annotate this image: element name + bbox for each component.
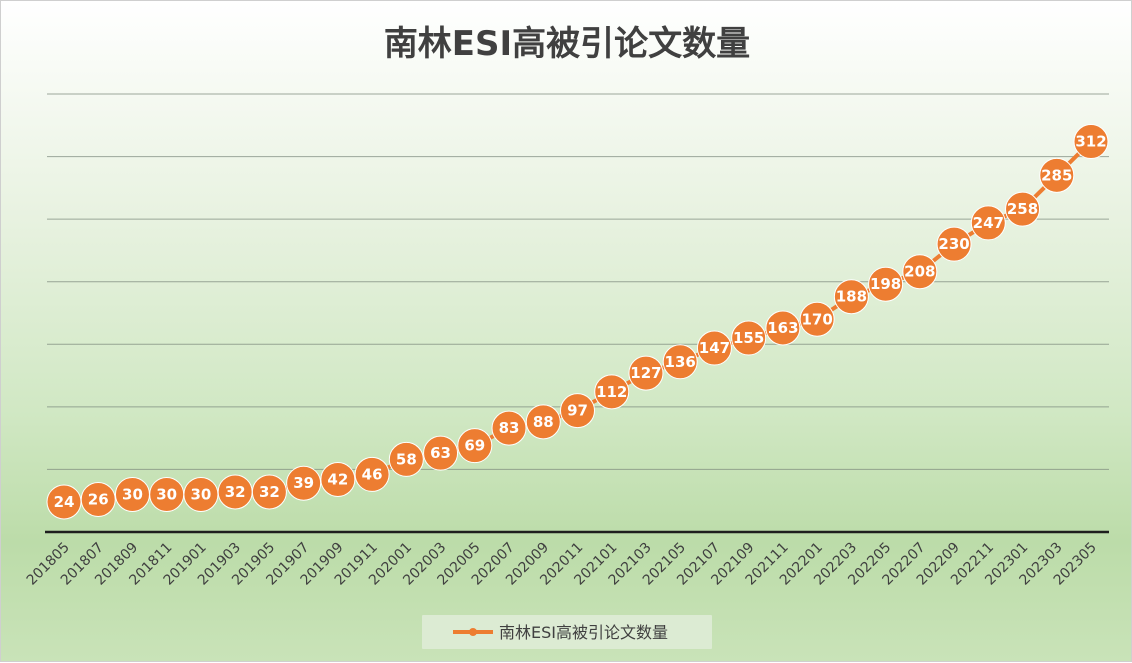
data-label: 247 bbox=[973, 214, 1004, 232]
data-point bbox=[286, 465, 322, 501]
data-point bbox=[80, 481, 116, 517]
data-point bbox=[868, 266, 904, 302]
data-point bbox=[457, 428, 493, 464]
data-point bbox=[799, 301, 835, 337]
data-point bbox=[525, 404, 561, 440]
data-point bbox=[1039, 157, 1075, 193]
data-label: 112 bbox=[596, 383, 627, 401]
data-point bbox=[696, 330, 732, 366]
chart-title: 南林ESI高被引论文数量 bbox=[384, 24, 750, 64]
data-label: 163 bbox=[767, 319, 798, 337]
data-point bbox=[354, 456, 390, 492]
gridlines bbox=[47, 93, 1109, 470]
data-label: 136 bbox=[665, 353, 696, 371]
series-layer: 24 26 30 30 30 32 32 39 42 46 58 63 69 83 88 97 11212713… bbox=[46, 124, 1109, 520]
data-label: 39 bbox=[293, 474, 314, 492]
data-label: 170 bbox=[801, 310, 832, 328]
data-point bbox=[902, 254, 938, 290]
data-point bbox=[970, 205, 1006, 241]
data-point bbox=[423, 435, 459, 471]
legend-box bbox=[422, 615, 712, 649]
data-point bbox=[765, 310, 801, 346]
data-label: 198 bbox=[870, 275, 901, 293]
data-point bbox=[594, 374, 630, 410]
data-label: 230 bbox=[938, 235, 969, 253]
data-point bbox=[833, 279, 869, 315]
data-label: 188 bbox=[836, 288, 867, 306]
data-label: 83 bbox=[499, 419, 520, 437]
data-label: 69 bbox=[464, 437, 485, 455]
series-line bbox=[62, 139, 1093, 504]
data-label: 312 bbox=[1075, 133, 1106, 151]
data-label: 30 bbox=[156, 485, 177, 503]
x-axis: 2018052018072018092018112019012019032019… bbox=[24, 530, 1109, 589]
legend: 南林ESI高被引论文数量 bbox=[422, 615, 712, 649]
data-label: 30 bbox=[122, 485, 143, 503]
data-label: 285 bbox=[1041, 166, 1072, 184]
data-point bbox=[1073, 124, 1109, 160]
data-label: 155 bbox=[733, 329, 764, 347]
data-label: 63 bbox=[430, 444, 451, 462]
data-point bbox=[936, 226, 972, 262]
legend-marker-swatch bbox=[469, 628, 477, 636]
data-label: 26 bbox=[88, 490, 109, 508]
data-label: 30 bbox=[190, 485, 211, 503]
data-label: 127 bbox=[630, 364, 661, 382]
data-label: 97 bbox=[567, 402, 588, 420]
data-label: 88 bbox=[533, 413, 554, 431]
data-label: 32 bbox=[225, 483, 246, 501]
data-point bbox=[560, 393, 595, 429]
data-point bbox=[628, 355, 664, 391]
data-label: 147 bbox=[699, 339, 730, 357]
data-label: 32 bbox=[259, 483, 280, 501]
data-point bbox=[491, 410, 527, 446]
data-label: 24 bbox=[54, 493, 75, 511]
data-point bbox=[320, 461, 356, 497]
data-label: 46 bbox=[362, 465, 383, 483]
data-point bbox=[731, 320, 767, 356]
data-label: 58 bbox=[396, 450, 417, 468]
legend-label: 南林ESI高被引论文数量 bbox=[499, 623, 668, 642]
data-point bbox=[388, 441, 424, 477]
data-label: 42 bbox=[327, 470, 348, 488]
data-point bbox=[662, 344, 698, 380]
data-label: 208 bbox=[904, 263, 935, 281]
data-point bbox=[1005, 191, 1041, 227]
data-label: 258 bbox=[1007, 200, 1038, 218]
data-point bbox=[251, 474, 287, 510]
